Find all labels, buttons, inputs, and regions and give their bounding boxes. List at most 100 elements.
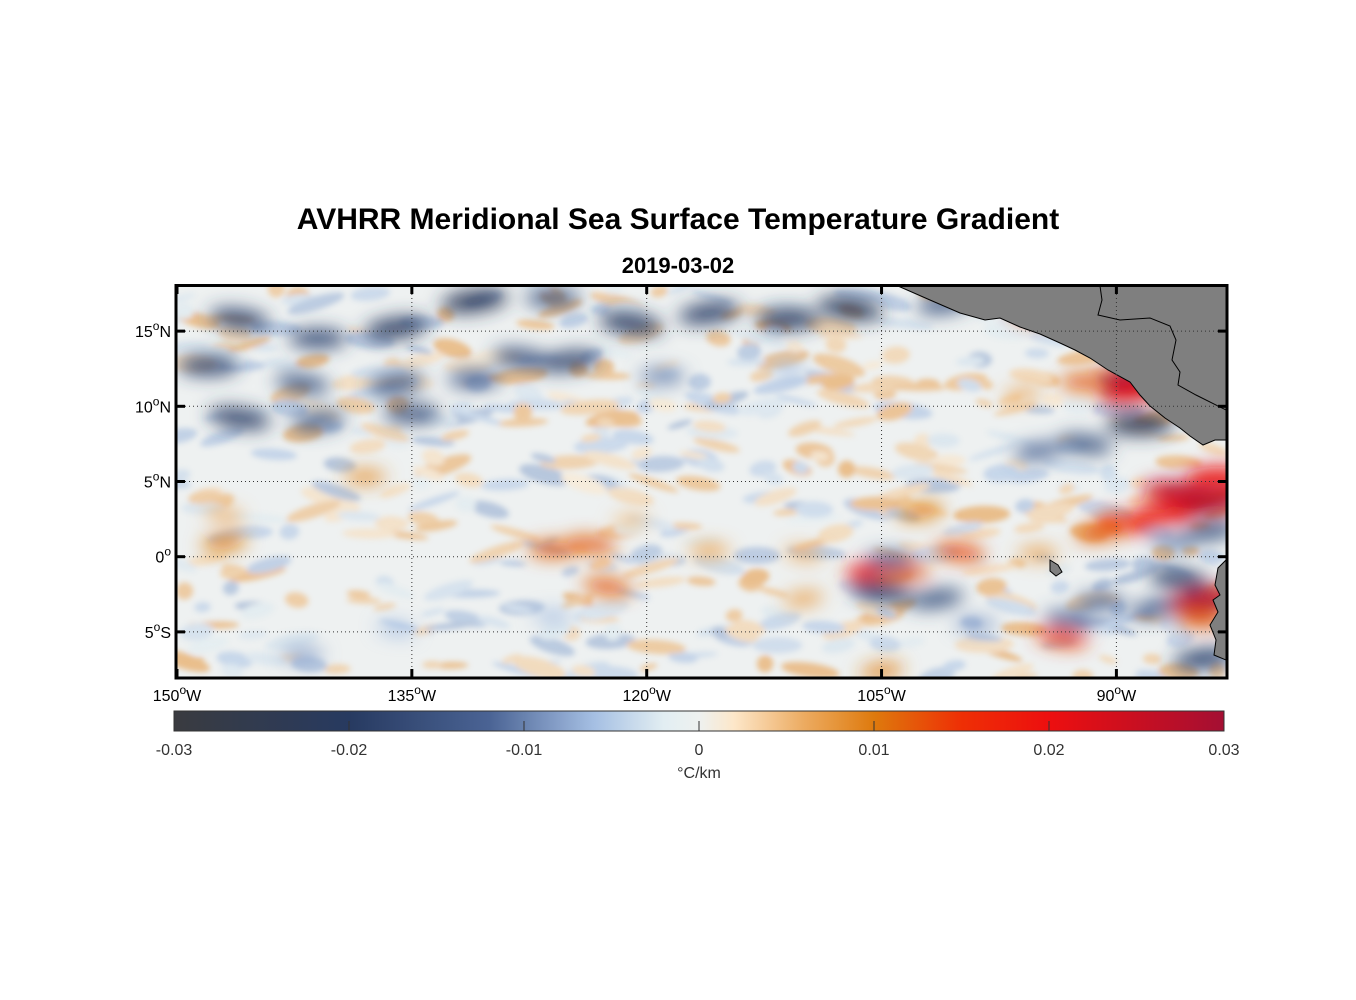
texture-blob [216,651,253,668]
texture-blob [238,630,269,640]
texture-blob [374,516,409,531]
gradient-feature [1060,374,1110,391]
gradient-feature [368,373,425,394]
land-galapagos [1049,559,1063,577]
texture-blob [635,576,687,588]
texture-blob [961,563,1017,576]
texture-blob [876,607,896,618]
texture-blob [1129,477,1149,489]
colorbar-tick-label: -0.03 [156,742,193,759]
texture-blob [816,389,870,409]
longitude-tick-label: 105oW [857,683,906,705]
texture-blob [953,505,1011,524]
texture-blob [177,341,210,353]
gradient-feature [208,407,271,430]
texture-blob [1155,455,1203,471]
texture-blob [994,401,1038,416]
texture-blob [725,609,743,622]
texture-blob [177,293,197,305]
texture-blob [876,402,913,421]
texture-blob [455,496,476,512]
gradient-feature [1013,442,1063,461]
texture-blob [422,661,443,669]
texture-blob [234,526,273,539]
texture-blob [221,664,244,677]
texture-blob [177,469,191,483]
texture-blob [942,522,983,536]
texture-blob [220,565,242,579]
texture-blob [968,443,1019,461]
latitude-tick-labels: 15oN 10oN 5oN 0o 5oS [135,319,171,642]
texture-blob [561,473,608,495]
gradient-feature [1076,523,1126,542]
texture-blob [957,378,982,392]
colorbar-tick-label: 0.01 [858,742,889,759]
texture-blob [686,576,716,586]
texture-blob [469,540,525,563]
texture-blob [360,423,410,442]
gradient-feature [1106,413,1174,436]
texture-blob [346,597,382,604]
gradient-feature [768,361,807,376]
longitude-tick-label: 120oW [622,683,671,705]
texture-blob [585,633,636,650]
texture-blob [881,346,910,364]
texture-blob [498,418,549,427]
texture-blob [323,457,357,473]
texture-blob [727,357,766,367]
texture-blob [245,651,287,667]
texture-blob [781,661,840,677]
texture-blob [323,664,351,674]
texture-blob [763,325,785,342]
texture-blob [725,624,759,643]
texture-blob [976,578,1007,596]
texture-blob [179,657,205,665]
texture-blob [177,582,194,600]
texture-blob [267,286,285,298]
texture-blob [693,437,740,453]
colorbar: -0.03 -0.02 -0.01 0 0.01 0.02 0.03 °C/km [156,710,1240,782]
gradient-feature [275,374,330,394]
gradient-feature [376,621,416,636]
gradient-feature [528,541,578,558]
texture-blob [582,598,629,620]
texture-blob [821,374,855,391]
texture-blob [648,397,677,412]
texture-blob [1131,557,1160,574]
texture-blob [847,466,897,480]
gradient-feature [178,356,239,376]
texture-blob [675,475,721,492]
gradient-feature [1017,546,1059,561]
texture-blob [622,557,680,578]
texture-blob [1103,477,1131,494]
texture-blob [775,394,818,407]
texture-blob [177,555,197,572]
texture-blob [177,302,194,319]
texture-blob [539,622,571,640]
gradient-feature [864,551,915,568]
gradient-feature [755,308,820,330]
texture-blob [420,607,446,617]
texture-blob [1166,629,1195,648]
latitude-tick-label: 5oN [144,470,171,492]
land-central-america [897,286,1226,446]
texture-blob [516,319,555,330]
texture-blob [1058,483,1075,495]
texture-blob [390,351,446,371]
texture-blob [286,500,342,522]
land-south-america [1209,559,1226,661]
gradient-feature [525,289,581,307]
gradient-feature [440,289,509,313]
texture-blob [688,373,711,391]
gradient-feature [1003,387,1042,402]
texture-blob [501,653,522,664]
map-frame [174,284,1229,680]
gradient-feature [1148,533,1195,550]
texture-blob [682,535,721,547]
texture-blob [179,623,214,641]
texture-blob [966,633,1003,642]
texture-blob [187,636,229,654]
texture-blob [279,524,300,540]
texture-blob [1157,434,1191,442]
texture-blob [986,430,1037,447]
